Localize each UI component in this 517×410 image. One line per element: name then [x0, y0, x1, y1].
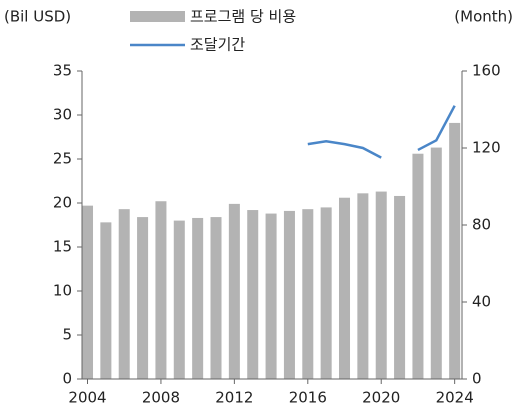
- x-tick-label: 2004: [68, 389, 106, 407]
- y-tick-label: 5: [62, 326, 72, 344]
- y2-tick-label: 80: [472, 216, 491, 234]
- y-tick-label: 35: [53, 62, 72, 80]
- bar: [137, 217, 149, 379]
- y2-tick-label: 0: [472, 370, 482, 388]
- bar: [320, 207, 332, 379]
- y-tick-label: 20: [53, 194, 72, 212]
- y2-tick-label: 120: [472, 139, 501, 157]
- legend-label: 프로그램 당 비용: [190, 8, 296, 26]
- bar: [283, 210, 295, 379]
- x-tick-label: 2012: [215, 389, 253, 407]
- bar: [339, 197, 351, 379]
- y2-axis-label: (Month): [454, 8, 513, 26]
- y-tick-label: 30: [53, 106, 72, 124]
- bar: [302, 209, 314, 379]
- bar: [247, 210, 259, 379]
- y-tick-label: 0: [62, 370, 72, 388]
- line: [307, 105, 456, 159]
- bar: [82, 205, 94, 379]
- bar: [155, 201, 167, 379]
- bar: [100, 222, 112, 379]
- bar: [265, 213, 277, 379]
- y-tick-label: 10: [53, 282, 72, 300]
- bar: [210, 217, 222, 379]
- bar: [449, 122, 461, 380]
- bar: [412, 153, 424, 379]
- bar: [118, 209, 130, 379]
- bar: [357, 193, 369, 379]
- x-tick-label: 2020: [362, 389, 400, 407]
- legend-label: 조달기간: [190, 36, 245, 54]
- bar: [430, 147, 442, 379]
- y2-tick-label: 40: [472, 293, 491, 311]
- x-tick-label: 2016: [289, 389, 327, 407]
- y2-tick-label: 160: [472, 62, 501, 80]
- x-tick-label: 2024: [436, 389, 474, 407]
- bar: [375, 191, 387, 379]
- bar: [394, 195, 406, 379]
- bar: [228, 203, 240, 379]
- y-tick-label: 25: [53, 150, 72, 168]
- x-tick-label: 2008: [142, 389, 180, 407]
- y-tick-label: 15: [53, 238, 72, 256]
- bar: [173, 220, 185, 379]
- legend-swatch-bar: [130, 11, 185, 22]
- bar: [192, 217, 204, 379]
- y-axis-label: (Bil USD): [4, 8, 71, 26]
